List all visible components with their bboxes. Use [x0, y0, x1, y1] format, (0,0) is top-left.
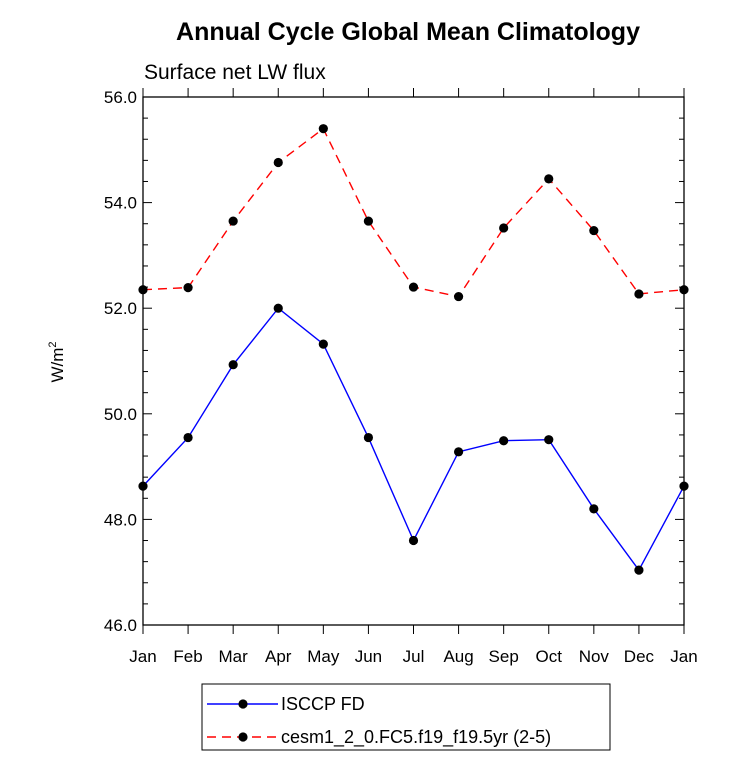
y-tick-label: 48.0 [104, 510, 137, 529]
data-point [228, 360, 238, 370]
x-tick-label: May [307, 647, 340, 666]
x-axis: Jan Feb Mar Apr May Jun Jul Aug Sep Oct Nov Dec Jan [129, 88, 698, 666]
x-tick-label: Oct [536, 647, 563, 666]
data-point [453, 447, 464, 457]
series-layer [138, 124, 689, 575]
chart-title: Annual Cycle Global Mean Climatology [176, 18, 640, 46]
y-axis-label: W/m2 [47, 341, 67, 382]
x-tick-label: Feb [173, 647, 202, 666]
y-tick-label: 56.0 [104, 88, 137, 107]
y-axis-label-superscript: 2 [47, 341, 59, 347]
data-point [318, 124, 328, 134]
x-tick-label: Mar [219, 647, 249, 666]
chart-subtitle: Surface net LW flux [144, 61, 326, 84]
data-point [679, 285, 689, 295]
legend: ISCCP FD cesm1_2_0.FC5.f19_f19.5yr (2-5) [201, 683, 611, 751]
x-tick-label: Dec [624, 647, 655, 666]
y-tick-label: 52.0 [104, 299, 137, 318]
data-point [138, 285, 148, 295]
data-point [589, 225, 599, 236]
plot-frame [142, 96, 685, 626]
legend-marker [238, 732, 248, 742]
x-tick-label: Nov [579, 647, 610, 666]
data-point [138, 481, 148, 491]
y-axis: 46.0 48.0 50.0 52.0 54.0 56.0 [104, 88, 684, 635]
x-tick-label: Jan [670, 647, 697, 666]
data-point [273, 303, 283, 313]
data-point [499, 436, 509, 446]
data-point [589, 504, 599, 514]
x-tick-label: Aug [443, 647, 473, 666]
legend-marker [238, 699, 248, 709]
data-point [634, 289, 644, 299]
data-point [544, 174, 554, 184]
y-tick-label: 50.0 [104, 405, 137, 424]
data-point [634, 565, 644, 575]
data-point [183, 283, 193, 293]
data-point [408, 282, 419, 292]
x-tick-label: Sep [489, 647, 519, 666]
y-tick-label: 46.0 [104, 616, 137, 635]
y-tick-label: 54.0 [104, 194, 137, 213]
y-axis-label-units: W/m [48, 348, 67, 383]
data-point [273, 157, 283, 168]
x-tick-label: Jul [403, 647, 425, 666]
series-line-1 [142, 127, 685, 298]
data-point [499, 223, 509, 233]
data-point [679, 481, 689, 491]
plot-area [142, 96, 685, 626]
data-point [363, 216, 374, 226]
legend-box [201, 683, 611, 751]
legend-label: ISCCP FD [281, 694, 365, 714]
x-tick-label: Apr [265, 647, 292, 666]
data-point [228, 216, 238, 226]
series-line-0 [142, 307, 685, 572]
legend-label: cesm1_2_0.FC5.f19_f19.5yr (2-5) [281, 727, 551, 748]
data-point [453, 291, 464, 302]
data-point [363, 432, 374, 443]
data-point [544, 435, 554, 445]
data-point [318, 339, 328, 349]
data-point [408, 535, 419, 546]
x-tick-label: Jan [129, 647, 156, 666]
x-tick-label: Jun [355, 647, 382, 666]
data-point [183, 432, 193, 443]
